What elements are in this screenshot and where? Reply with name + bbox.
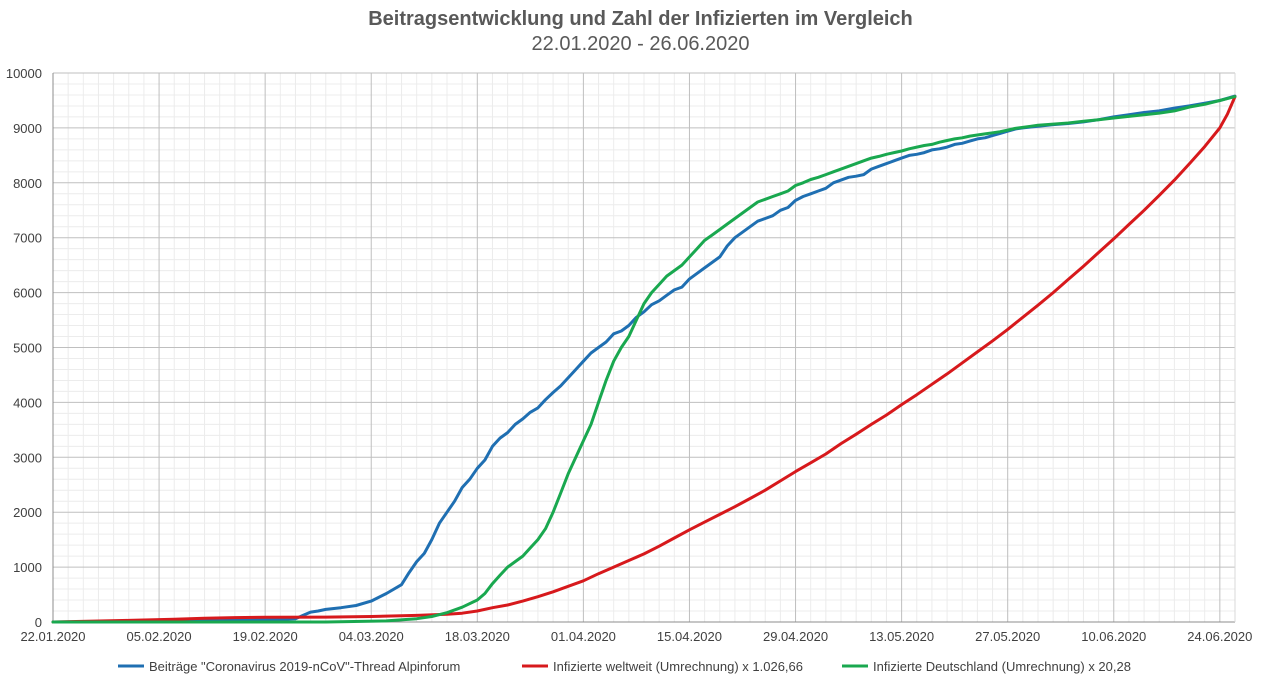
series-line-2	[51, 95, 1237, 624]
legend: Beiträge "Coronavirus 2019-nCoV"-Thread …	[118, 659, 1131, 674]
x-tick-label: 19.02.2020	[233, 629, 298, 644]
chart-title: Beitragsentwicklung und Zahl der Infizie…	[368, 8, 913, 30]
legend-label-3: Infizierte Deutschland (Umrechnung) x 20…	[873, 659, 1131, 674]
x-tick-label: 22.01.2020	[20, 629, 85, 644]
y-tick-label: 1000	[13, 560, 42, 575]
y-tick-label: 10000	[6, 66, 42, 81]
y-tick-label: 2000	[13, 505, 42, 520]
y-tick-label: 6000	[13, 286, 42, 301]
x-tick-label: 04.03.2020	[339, 629, 404, 644]
x-tick-label: 05.02.2020	[127, 629, 192, 644]
y-tick-label: 4000	[13, 395, 42, 410]
x-tick-label: 13.05.2020	[869, 629, 934, 644]
x-tick-label: 15.04.2020	[657, 629, 722, 644]
x-tick-label: 01.04.2020	[551, 629, 616, 644]
y-tick-label: 9000	[13, 121, 42, 136]
legend-label-2: Infizierte weltweit (Umrechnung) x 1.026…	[553, 659, 803, 674]
y-tick-label: 5000	[13, 341, 42, 356]
x-axis-ticks: 22.01.2020 05.02.2020 19.02.2020 04.03.2020…	[20, 629, 1252, 644]
y-axis-ticks: 0 1000 2000 3000 4000 5000 6000 7000 8000 9000 100…	[6, 66, 42, 630]
legend-label-1: Beiträge "Coronavirus 2019-nCoV"-Thread …	[149, 659, 460, 674]
series-line-1	[51, 94, 1237, 624]
x-tick-label: 10.06.2020	[1081, 629, 1146, 644]
x-tick-label: 29.04.2020	[763, 629, 828, 644]
y-tick-label: 0	[35, 615, 42, 630]
series-lines	[51, 94, 1237, 624]
x-tick-label: 24.06.2020	[1187, 629, 1252, 644]
y-tick-label: 8000	[13, 176, 42, 191]
y-tick-label: 7000	[13, 231, 42, 246]
minor-gridlines	[53, 73, 1236, 622]
x-tick-label: 18.03.2020	[445, 629, 510, 644]
series-line-3	[51, 95, 1237, 624]
y-tick-label: 3000	[13, 450, 42, 465]
chart-subtitle: 22.01.2020 - 26.06.2020	[531, 33, 750, 55]
x-tick-label: 27.05.2020	[975, 629, 1040, 644]
